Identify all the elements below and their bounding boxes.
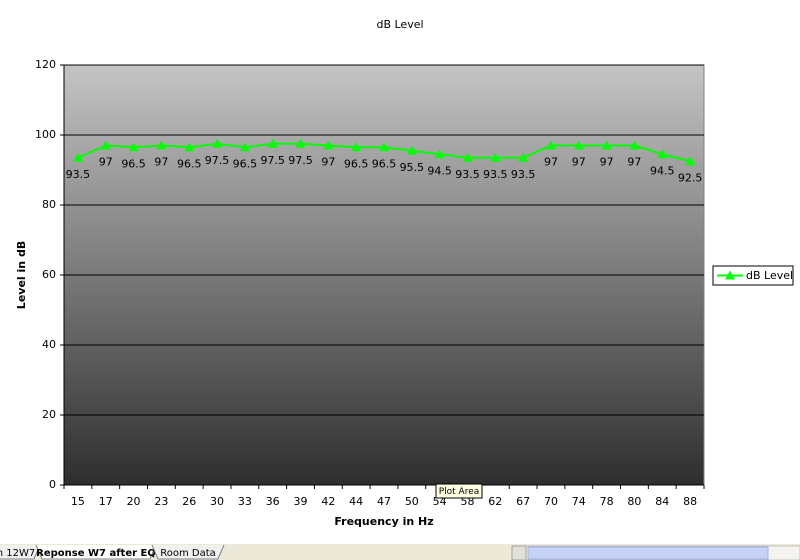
sheet-tab-label[interactable]: n 12W7: [0, 548, 35, 559]
sheet-tab: [151, 544, 225, 560]
data-label: 97: [572, 156, 586, 169]
data-point: [685, 156, 696, 166]
data-label: 97.5: [288, 154, 313, 167]
x-tick-label: 20: [127, 495, 141, 508]
sheet-tab: [35, 544, 157, 560]
legend-label: dB Level: [746, 269, 793, 282]
x-tick-label: 42: [321, 495, 335, 508]
data-label: 96.5: [121, 157, 146, 170]
data-point: [212, 138, 223, 148]
tooltip-box: [435, 483, 483, 499]
x-tick-label: 47: [377, 495, 391, 508]
chart-title: dB Level: [376, 18, 423, 31]
x-tick-label: 88: [683, 495, 697, 508]
data-point: [629, 140, 640, 150]
data-point: [490, 152, 501, 162]
data-label: 97.5: [205, 154, 230, 167]
legend: [712, 265, 794, 286]
data-point: [267, 138, 278, 148]
x-tick-label: 23: [154, 495, 168, 508]
x-tick-label: 84: [655, 495, 669, 508]
sheet-tab-label[interactable]: Room Data: [160, 548, 216, 559]
data-label: 96.5: [372, 157, 397, 170]
data-point: [128, 142, 139, 152]
data-point: [462, 152, 473, 162]
data-point: [323, 140, 334, 150]
x-tick-label: 62: [488, 495, 502, 508]
y-tick-label: 20: [42, 408, 56, 421]
data-point: [601, 140, 612, 150]
x-tick-label: 39: [294, 495, 308, 508]
data-point: [406, 145, 417, 155]
data-point: [72, 152, 83, 162]
x-tick-label: 74: [572, 495, 586, 508]
x-axis-label: Frequency in Hz: [334, 515, 433, 528]
y-axis-label: Level in dB: [15, 241, 28, 309]
data-point: [239, 142, 250, 152]
tooltip: Plot Area: [439, 487, 480, 497]
data-point: [351, 142, 362, 152]
data-label: 97: [544, 156, 558, 169]
data-label: 94.5: [427, 164, 452, 177]
y-tick-label: 60: [42, 268, 56, 281]
data-label: 93.5: [66, 168, 91, 181]
x-tick-label: 15: [71, 495, 85, 508]
y-tick-label: 80: [42, 198, 56, 211]
x-tick-label: 70: [544, 495, 558, 508]
scroll-left[interactable]: [511, 545, 527, 560]
data-label: 97: [154, 156, 168, 169]
x-tick-label: 33: [238, 495, 252, 508]
data-label: 97: [321, 156, 335, 169]
x-tick-label: 30: [210, 495, 224, 508]
sheet-tab-label[interactable]: Reponse W7 after EQ: [36, 548, 156, 559]
x-tick-label: 67: [516, 495, 530, 508]
data-point: [295, 138, 306, 148]
x-tick-label: 78: [600, 495, 614, 508]
data-label: 96.5: [344, 157, 369, 170]
y-tick-label: 0: [49, 478, 56, 491]
x-tick-label: 80: [627, 495, 641, 508]
data-label: 92.5: [678, 171, 703, 184]
data-point: [434, 149, 445, 159]
data-label: 97.5: [260, 154, 285, 167]
data-label: 97: [600, 156, 614, 169]
x-tick-label: 17: [99, 495, 113, 508]
y-tick-label: 100: [35, 128, 56, 141]
x-tick-label: 50: [405, 495, 419, 508]
data-label: 97: [99, 156, 113, 169]
data-label: 93.5: [483, 168, 508, 181]
y-tick-label: 40: [42, 338, 56, 351]
data-point: [379, 142, 389, 152]
data-label: 94.5: [650, 164, 675, 177]
data-label: 96.5: [177, 157, 202, 170]
data-point: [545, 140, 556, 150]
y-tick-label: 120: [35, 58, 56, 71]
data-label: 95.5: [400, 161, 425, 174]
x-tick-label: 26: [182, 495, 196, 508]
data-label: 96.5: [233, 157, 258, 170]
sheet-tab: [0, 544, 41, 560]
data-label: 93.5: [511, 168, 536, 181]
x-tick-label: 44: [349, 495, 363, 508]
scroll-thumb[interactable]: [527, 546, 769, 560]
data-point: [518, 152, 529, 162]
data-point: [100, 140, 111, 150]
x-tick-label: 36: [266, 495, 280, 508]
legend-marker: [725, 270, 735, 280]
data-point: [184, 142, 195, 152]
data-point: [657, 149, 668, 159]
data-point: [573, 140, 584, 150]
data-label: 93.5: [455, 168, 480, 181]
data-label: 97: [627, 156, 641, 169]
data-point: [156, 140, 167, 150]
chart-content: 0 20 40 60 80 100 120 15 17 20 23 26 30 33 36 39 42 44 47 5…: [35, 58, 793, 508]
